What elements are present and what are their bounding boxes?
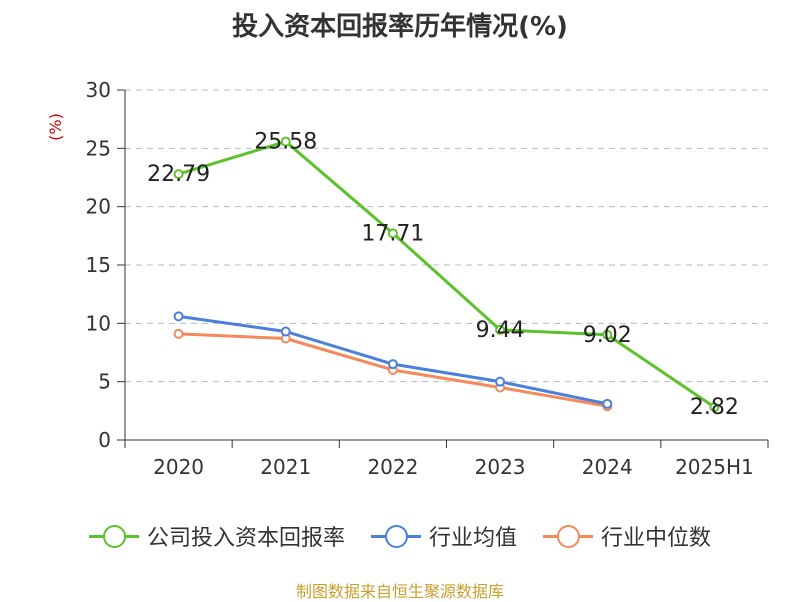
legend-marker-icon	[88, 524, 139, 548]
data-point	[602, 398, 613, 409]
data-point	[602, 329, 613, 340]
x-tick-label: 2021	[260, 455, 311, 479]
legend-label: 行业中位数	[601, 526, 712, 551]
legend-label: 行业均值	[428, 526, 517, 551]
chart-title: 投入资本回报率历年情况(%)	[232, 12, 568, 42]
data-point	[387, 228, 398, 239]
legend-dot	[557, 525, 580, 548]
legend-marker-icon	[543, 524, 593, 548]
data-point	[173, 311, 184, 322]
data-point	[387, 359, 398, 370]
data-label: 17.71	[361, 221, 424, 246]
y-tick-label: 30	[86, 78, 111, 102]
legend-item-industry-mean[interactable]: 行业均值	[370, 520, 517, 552]
data-label: 9.44	[476, 318, 525, 343]
data-label: 9.02	[583, 323, 632, 348]
line-chart: 0 5 10 15 20 25 30 2020 2021 2022 2023 2024 2025H1 22…	[86, 78, 769, 479]
y-tick-label: 20	[86, 195, 111, 219]
data-point	[495, 376, 506, 387]
data-point	[280, 326, 291, 337]
legend-dot	[102, 525, 126, 548]
y-tick-label: 25	[86, 136, 111, 160]
legend-dot	[384, 525, 408, 548]
y-tick-label: 0	[98, 428, 111, 452]
data-point	[495, 324, 506, 335]
legend-item-company-roic[interactable]: 公司投入资本回报率	[88, 520, 345, 552]
data-label: 2.82	[690, 395, 739, 420]
x-tick-label: 2025H1	[675, 455, 754, 479]
legend-marker-icon	[370, 524, 421, 548]
y-tick-label: 15	[86, 253, 111, 277]
data-point	[280, 136, 291, 147]
x-tick-label: 2022	[367, 455, 418, 479]
chart-legend: 公司投入资本回报率 行业均值 行业中位数	[0, 520, 800, 552]
x-tick-label: 2023	[475, 455, 526, 479]
y-tick-label: 10	[86, 311, 111, 335]
data-point	[173, 328, 184, 339]
legend-label: 公司投入资本回报率	[146, 526, 345, 551]
data-source-note: 制图数据来自恒生聚源数据库	[295, 582, 504, 601]
y-tick-label: 5	[98, 370, 111, 394]
data-label: 22.79	[147, 162, 210, 187]
data-label: 25.58	[254, 130, 317, 155]
series-line	[178, 140, 716, 409]
x-tick-label: 2020	[153, 455, 204, 479]
data-point	[709, 402, 720, 413]
x-tick-label: 2024	[582, 455, 633, 479]
data-point	[173, 169, 184, 180]
legend-item-industry-median[interactable]: 行业中位数	[543, 520, 711, 552]
